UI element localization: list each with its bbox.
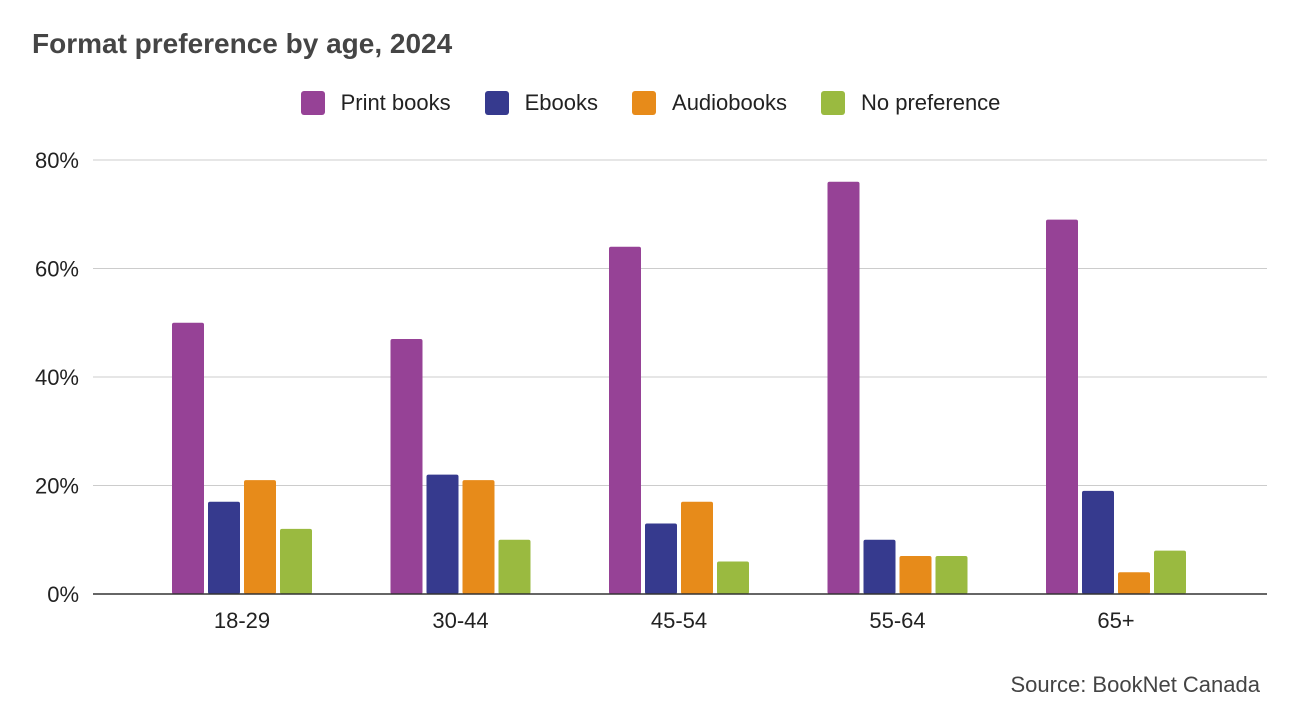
source-note: Source: BookNet Canada (1010, 672, 1261, 697)
y-tick-label: 40% (35, 365, 79, 390)
bar (827, 181, 860, 594)
y-tick-label: 60% (35, 257, 79, 282)
legend-label: Print books (340, 90, 451, 115)
legend-label: No preference (861, 90, 1001, 115)
bar (1082, 490, 1114, 594)
legend-label: Audiobooks (672, 90, 787, 115)
bar (717, 561, 749, 594)
bar (244, 480, 276, 594)
y-tick-label: 20% (35, 474, 79, 499)
bar (426, 474, 459, 594)
bar (899, 556, 932, 594)
legend-item-ebooks: Ebooks (484, 90, 599, 116)
bar (1118, 572, 1150, 594)
bar (645, 523, 677, 594)
bar (609, 246, 641, 595)
bar (681, 501, 713, 594)
x-tick-label: 30-44 (432, 608, 488, 633)
bar (1046, 219, 1078, 595)
bar (208, 501, 240, 594)
x-tick-label: 18-29 (214, 608, 270, 633)
legend-item-no-preference: No preference (821, 90, 1000, 116)
legend-swatch (632, 91, 657, 115)
bar (462, 480, 495, 594)
legend-item-print-books: Print books (300, 90, 451, 116)
x-tick-label: 55-64 (869, 608, 925, 633)
bar (498, 539, 531, 594)
legend-item-audiobooks: Audiobooks (632, 90, 787, 116)
bar (935, 556, 968, 594)
bar (863, 539, 896, 594)
bar (280, 528, 312, 594)
legend-swatch (300, 91, 325, 115)
legend-swatch (821, 91, 845, 115)
y-tick-label: 80% (35, 148, 79, 173)
bar (390, 339, 423, 594)
x-tick-label: 45-54 (651, 608, 707, 633)
x-tick-label: 65+ (1097, 608, 1134, 633)
legend-label: Ebooks (524, 90, 599, 115)
y-tick-label: 0% (47, 582, 79, 607)
legend-swatch (484, 91, 509, 115)
bar (172, 322, 204, 594)
legend: Print books Ebooks Audiobooks No prefere… (0, 90, 1301, 116)
chart-title: Format preference by age, 2024 (32, 28, 453, 59)
bar (1154, 550, 1186, 594)
